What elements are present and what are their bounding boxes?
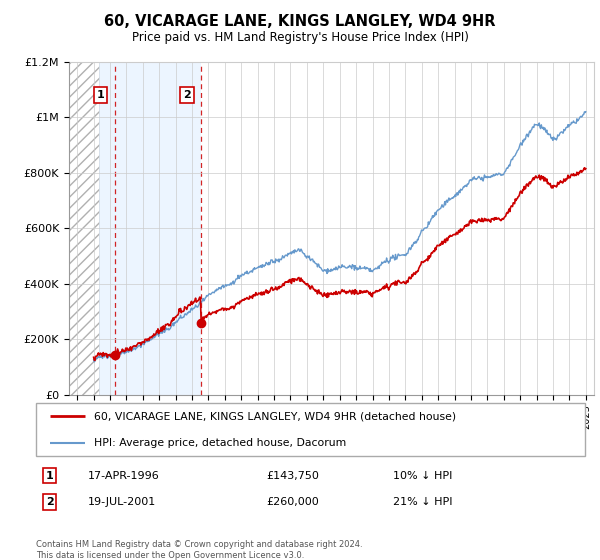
Text: 1: 1 (97, 90, 105, 100)
Text: £143,750: £143,750 (266, 470, 319, 480)
Text: £260,000: £260,000 (266, 497, 319, 507)
Text: 1: 1 (46, 470, 53, 480)
Bar (98, 62, 201, 395)
Text: 10% ↓ HPI: 10% ↓ HPI (393, 470, 452, 480)
FancyBboxPatch shape (36, 403, 585, 456)
Text: 17-APR-1996: 17-APR-1996 (88, 470, 160, 480)
Text: 21% ↓ HPI: 21% ↓ HPI (393, 497, 452, 507)
Text: 19-JUL-2001: 19-JUL-2001 (88, 497, 157, 507)
Text: Contains HM Land Registry data © Crown copyright and database right 2024.
This d: Contains HM Land Registry data © Crown c… (36, 540, 362, 560)
Bar (69, 62, 98, 395)
Text: Price paid vs. HM Land Registry's House Price Index (HPI): Price paid vs. HM Land Registry's House … (131, 31, 469, 44)
Text: 60, VICARAGE LANE, KINGS LANGLEY, WD4 9HR (detached house): 60, VICARAGE LANE, KINGS LANGLEY, WD4 9H… (94, 412, 456, 422)
Text: 2: 2 (46, 497, 53, 507)
Text: 2: 2 (183, 90, 191, 100)
Text: 60, VICARAGE LANE, KINGS LANGLEY, WD4 9HR: 60, VICARAGE LANE, KINGS LANGLEY, WD4 9H… (104, 14, 496, 29)
Text: HPI: Average price, detached house, Dacorum: HPI: Average price, detached house, Daco… (94, 438, 346, 448)
